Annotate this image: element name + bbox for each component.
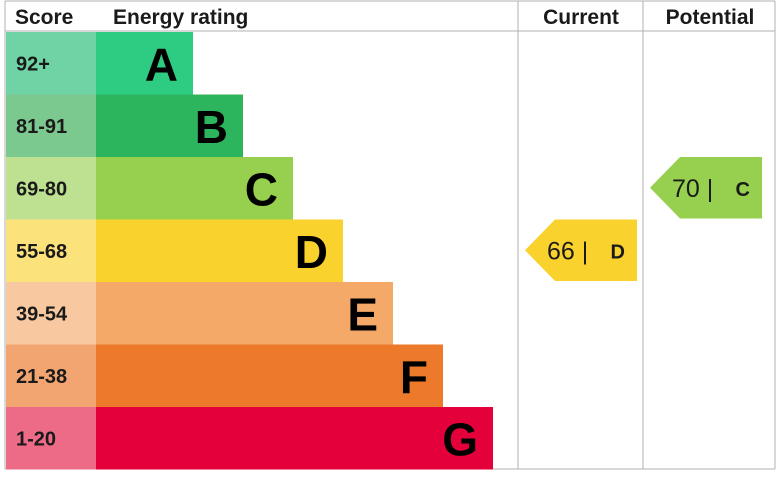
band-e-range: 39-54 xyxy=(16,303,68,325)
band-f-range: 21-38 xyxy=(16,366,67,388)
potential-indicator: 70 | C xyxy=(650,157,762,219)
band-g-bar xyxy=(96,407,493,470)
band-d-letter: D xyxy=(295,226,328,278)
band-a-range: 92+ xyxy=(16,53,50,75)
band-c: 69-80 C xyxy=(6,157,293,220)
band-a-bar xyxy=(96,32,193,95)
band-d-score-cell xyxy=(6,219,96,282)
band-g: 1-20 G xyxy=(6,407,493,470)
band-a-score-cell xyxy=(6,32,96,95)
band-g-letter: G xyxy=(442,413,478,465)
band-b-letter: B xyxy=(195,101,228,153)
band-d: 55-68 D xyxy=(6,219,343,282)
current-indicator-arrow xyxy=(525,219,637,281)
potential-indicator-value: 70 | xyxy=(672,175,713,203)
rating-indicators: 66 | D 70 | C xyxy=(525,157,762,281)
potential-indicator-letter: C xyxy=(736,179,750,201)
band-f-score-cell xyxy=(6,344,96,407)
band-d-bar xyxy=(96,219,343,282)
band-a: 92+ A xyxy=(6,32,193,95)
current-indicator: 66 | D xyxy=(525,219,637,281)
current-indicator-letter: D xyxy=(611,241,625,263)
band-f-letter: F xyxy=(400,351,428,403)
header-current: Current xyxy=(543,6,619,29)
band-g-score-cell xyxy=(6,407,96,470)
current-indicator-value: 66 | xyxy=(547,237,588,265)
band-b-range: 81-91 xyxy=(16,116,67,138)
band-e-bar xyxy=(96,282,393,345)
band-c-score-cell xyxy=(6,157,96,220)
band-c-bar xyxy=(96,157,293,220)
band-c-range: 69-80 xyxy=(16,178,67,200)
header-energy-rating: Energy rating xyxy=(113,6,248,29)
band-g-range: 1-20 xyxy=(16,428,56,450)
band-f-bar xyxy=(96,344,443,407)
band-b-score-cell xyxy=(6,94,96,157)
header-score: Score xyxy=(15,6,73,29)
potential-indicator-arrow xyxy=(650,157,762,219)
band-a-letter: A xyxy=(145,38,178,90)
band-b: 81-91 B xyxy=(6,94,243,157)
band-b-bar xyxy=(96,94,243,157)
band-f: 21-38 F xyxy=(6,344,443,407)
header-potential: Potential xyxy=(666,6,755,29)
band-e-letter: E xyxy=(347,288,378,340)
band-d-range: 55-68 xyxy=(16,241,67,263)
band-e: 39-54 E xyxy=(6,282,393,345)
band-c-letter: C xyxy=(245,163,278,215)
rating-bands: 92+ A 81-91 B 69-80 C 55-68 D 39-54 E 21-38 F 1-20 G xyxy=(6,32,493,470)
band-e-score-cell xyxy=(6,282,96,345)
